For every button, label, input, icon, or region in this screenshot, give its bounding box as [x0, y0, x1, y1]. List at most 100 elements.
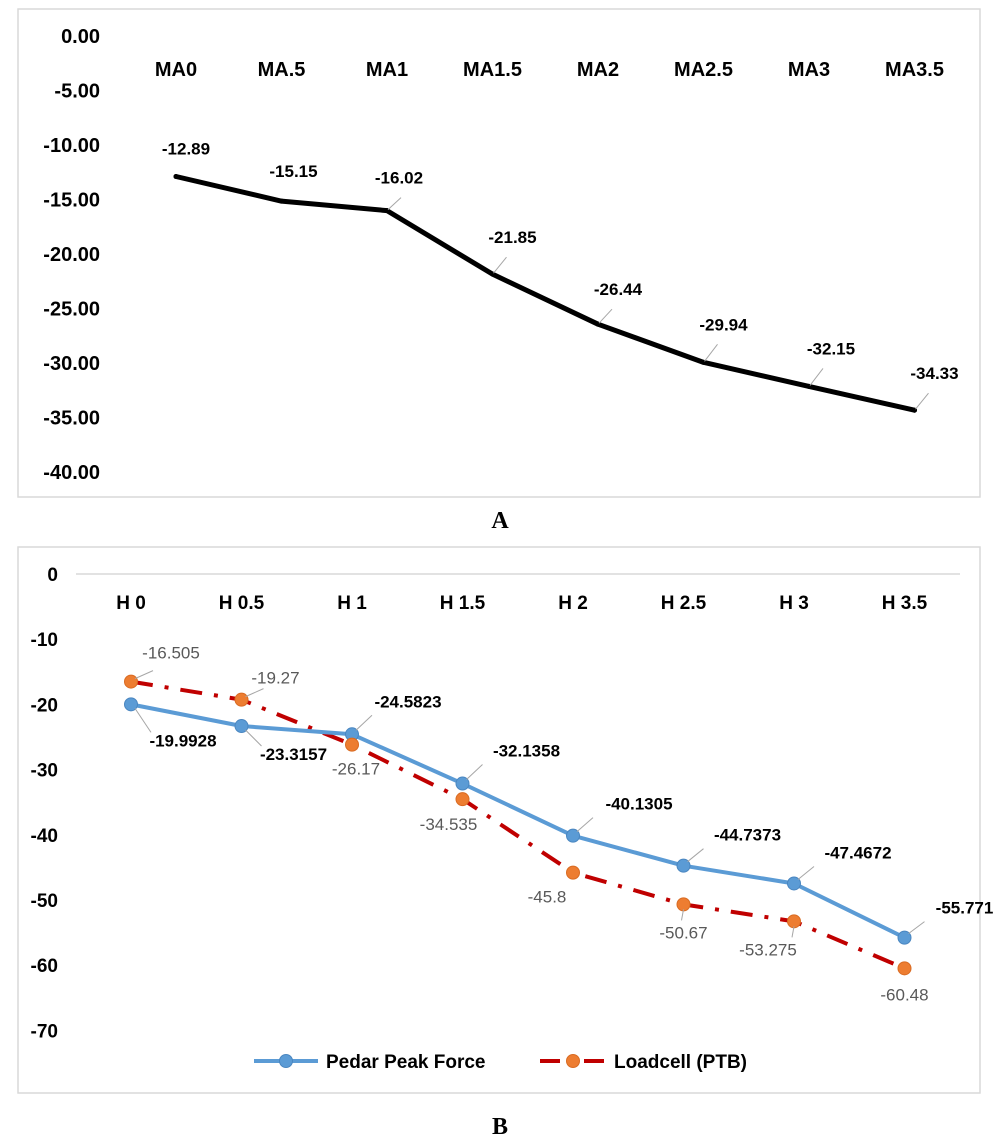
chart-b-pedar-marker	[566, 828, 580, 843]
chart-b-x-tick-label: H 0	[116, 593, 146, 614]
chart-b-pedar-data-label: -24.5823	[374, 692, 441, 711]
chart-b-y-tick-label: -70	[31, 1021, 58, 1042]
chart-b-pedar-data-label: -40.1305	[605, 795, 672, 814]
chart-b-y-tick-label: -20	[31, 695, 58, 716]
chart-a-x-tick-label: MA1	[366, 59, 408, 81]
chart-b-loadcell-data-label: -16.505	[142, 644, 200, 663]
chart-b-pedar-data-label: -47.4672	[824, 843, 891, 862]
chart-b-series-loadcell-line	[130, 679, 906, 971]
chart-b-pedar-data-label: -23.3157	[260, 745, 327, 764]
chart-a-data-label: -32.15	[807, 339, 855, 358]
chart-a-data-label: -16.02	[375, 169, 423, 188]
chart-a-leader-line	[598, 308, 613, 324]
chart-a-data-label: -21.85	[488, 228, 536, 247]
chart-a-data-label: -26.44	[594, 280, 643, 299]
chart-b-loadcell-data-label: -53.275	[739, 940, 797, 959]
chart-b-pedar-leader-line	[134, 708, 152, 733]
chart-b-loadcell-leader-line	[791, 926, 795, 938]
chart-b-loadcell-data-label: -50.67	[659, 923, 707, 942]
chart-b-loadcell-leader-line	[245, 688, 264, 698]
chart-a-x-tick-label: MA0	[155, 59, 197, 81]
chart-a-x-tick-label: MA3	[788, 59, 830, 81]
chart-a-data-point	[173, 174, 179, 180]
chart-b-loadcell-data-label: -34.535	[420, 815, 478, 834]
chart-a-y-tick-label: -30.00	[43, 353, 100, 375]
chart-b-pedar-leader-line	[466, 764, 483, 780]
chart-a-x-tick-label: MA.5	[258, 59, 306, 81]
chart-b-loadcell-marker	[897, 961, 912, 976]
chart-b-x-tick-label: H 1	[337, 593, 367, 614]
chart-b-pedar-data-label: -44.7373	[714, 826, 781, 845]
chart-b-loadcell-data-label: -26.17	[332, 760, 380, 779]
chart-b-y-tick-label: -10	[31, 630, 58, 651]
chart-b-x-tick-label: H 0.5	[219, 593, 265, 614]
chart-a-y-tick-label: -40.00	[43, 462, 100, 484]
chart-a-y-tick-label: 0.00	[61, 26, 100, 48]
chart-b-series-pedar-line	[130, 702, 906, 940]
chart-b-loadcell-data-label: -45.8	[528, 888, 567, 907]
chart-a-leader-line	[493, 256, 507, 274]
chart-b-y-tick-label: -30	[31, 761, 58, 782]
chart-b-loadcell-marker	[455, 792, 470, 807]
chart-b-pedar-marker	[455, 776, 470, 791]
chart-a-y-tick-label: -25.00	[43, 299, 100, 321]
chart-a-data-label: -34.33	[910, 364, 958, 383]
chart-b-x-tick-label: H 3.5	[882, 593, 928, 614]
chart-b-loadcell-marker	[676, 897, 691, 912]
chart-a-x-tick-label: MA1.5	[463, 59, 522, 81]
chart-b-pedar-leader-line	[797, 866, 815, 880]
chart-a-x-tick-label: MA2	[577, 59, 619, 81]
chart-b-y-tick-label: -60	[31, 956, 58, 977]
chart-b-pedar-leader-line	[687, 848, 704, 863]
chart-b-pedar-marker	[897, 930, 912, 945]
chart-b-loadcell-marker	[787, 914, 801, 929]
chart-b-y-tick-label: -40	[31, 826, 58, 847]
chart-a-caption: A	[491, 508, 509, 534]
chart-b-loadcell-data-label: -60.48	[880, 985, 928, 1004]
chart-a-y-tick-label: -20.00	[43, 244, 100, 266]
chart-b-loadcell-marker	[566, 865, 580, 880]
chart-a-data-label: -12.89	[162, 140, 210, 159]
chart-b-x-tick-label: H 3	[779, 593, 809, 614]
chart-a-leader-line	[915, 392, 929, 410]
chart-b-pedar-marker	[787, 876, 801, 891]
chart-b-pedar-marker	[676, 858, 691, 873]
chart-b-legend-pedar-label: Pedar Peak Force	[326, 1052, 485, 1073]
chart-a-data-label: -15.15	[269, 162, 317, 181]
chart-b-pedar-leader-line	[355, 714, 373, 731]
chart-b-loadcell-marker	[345, 737, 359, 752]
chart-a-y-tick-label: -15.00	[43, 190, 100, 212]
chart-b-pedar-leader-line	[576, 817, 594, 833]
chart-a-y-tick-label: -5.00	[54, 81, 100, 103]
chart-b-loadcell-marker	[124, 674, 138, 689]
chart-a-x-tick-label: MA2.5	[674, 59, 733, 81]
chart-b-loadcell-leader-line	[681, 909, 684, 921]
chart-a-leader-line	[704, 344, 718, 362]
chart-b-pedar-marker	[124, 697, 138, 712]
chart-a-data-label: -29.94	[699, 315, 748, 334]
chart-b-loadcell-marker	[234, 692, 249, 707]
chart-b-loadcell-leader-line	[134, 670, 154, 680]
chart-a-data-point	[279, 198, 284, 204]
chart-b-x-tick-label: H 2.5	[661, 593, 707, 614]
chart-b-pedar-data-label: -32.1358	[493, 742, 560, 761]
chart-a-x-tick-label: MA3.5	[885, 59, 944, 81]
chart-b-pedar-leader-line	[245, 729, 262, 747]
chart-b-pedar-data-label: -19.9928	[149, 731, 216, 750]
chart-b-pedar-marker	[234, 719, 249, 734]
chart-panel-b: 0 -10 -20 -30 -40 -50 -60 -70 H 0 H 0.5 H 1 H 1.5 H …	[0, 540, 1000, 1148]
chart-b-legend-loadcell-marker	[566, 1054, 580, 1068]
chart-a-leader-line	[387, 197, 402, 210]
chart-b-legend-loadcell-label: Loadcell (PTB)	[614, 1052, 747, 1073]
chart-b-pedar-data-label: -55.771	[936, 899, 994, 918]
chart-a-leader-line	[809, 368, 824, 386]
chart-b-y-tick-label: 0	[47, 565, 58, 586]
chart-a-frame	[17, 8, 981, 498]
chart-b-frame	[17, 546, 981, 1094]
chart-b-caption: B	[491, 1114, 508, 1140]
chart-b-svg: 0 -10 -20 -30 -40 -50 -60 -70 H 0 H 0.5 H 1 H 1.5 H …	[17, 546, 994, 1094]
chart-b-x-tick-label: H 1.5	[440, 593, 486, 614]
chart-b-y-tick-label: -50	[31, 891, 58, 912]
chart-b-x-tick-label: H 2	[558, 593, 588, 614]
chart-a-y-tick-label: -35.00	[43, 408, 100, 430]
